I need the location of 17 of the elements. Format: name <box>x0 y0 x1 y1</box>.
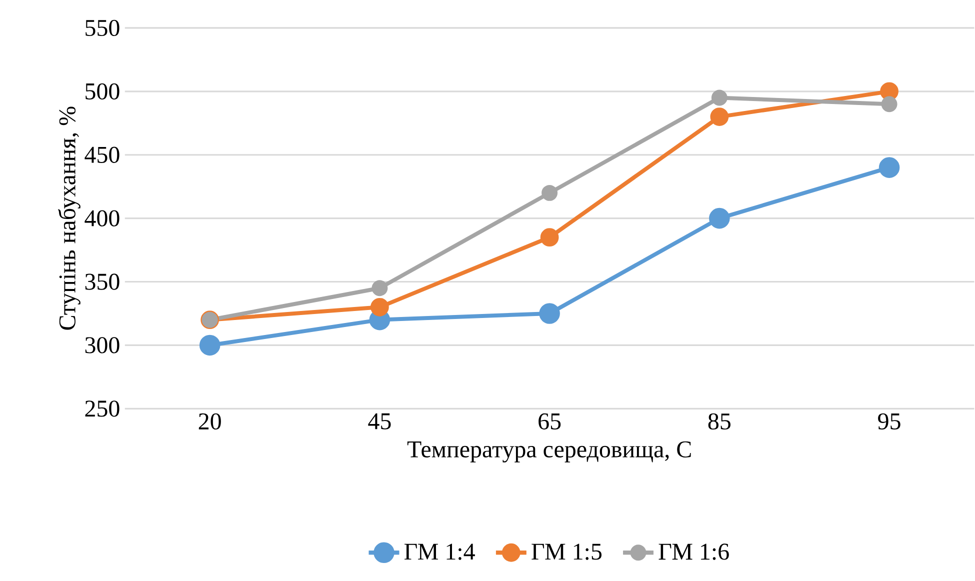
y-axis-title: Ступінь набухання, % <box>58 106 80 330</box>
legend-label: ГМ 1:6 <box>658 544 729 560</box>
y-tick-label: 400 <box>84 210 120 227</box>
x-tick-label: 20 <box>198 414 221 430</box>
y-tick-label: 250 <box>85 400 120 417</box>
legend-label: ГМ 1:4 <box>404 544 475 560</box>
x-axis-title: Температура середовища, С <box>407 442 691 463</box>
x-tick-label: 65 <box>538 414 561 430</box>
x-tick-label: 85 <box>708 414 730 430</box>
y-tick-label: 550 <box>86 20 120 36</box>
y-tick-label: 350 <box>85 274 120 290</box>
x-tick-label: 45 <box>368 414 391 430</box>
y-tick-label: 500 <box>86 84 120 100</box>
y-tick-label: 300 <box>85 337 120 354</box>
x-tick-label: 95 <box>878 414 900 430</box>
y-tick-label: 450 <box>84 147 120 164</box>
legend-label: ГМ 1:5 <box>532 544 602 560</box>
